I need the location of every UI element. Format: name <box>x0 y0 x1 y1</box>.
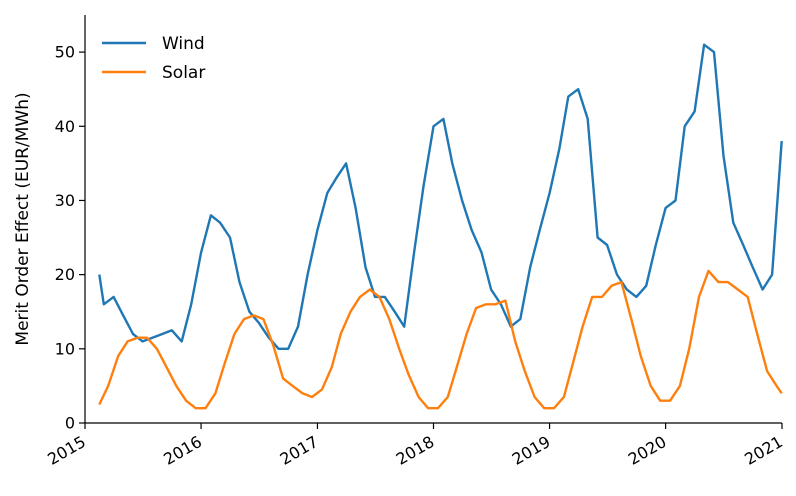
plot-series <box>98 43 783 410</box>
y-tick-label: 20 <box>55 265 75 284</box>
y-tick-label: 0 <box>65 414 75 433</box>
x-tick-label: 2018 <box>393 432 438 469</box>
legend-label-solar: Solar <box>162 63 205 83</box>
y-tick-label: 10 <box>55 339 75 358</box>
series-line-wind <box>98 43 783 350</box>
x-tick-label: 2017 <box>277 432 322 469</box>
y-tick-label: 30 <box>55 191 75 210</box>
y-tick-label: 40 <box>55 117 75 136</box>
y-axis-ticks: 0 10 20 30 40 50 <box>55 43 85 433</box>
y-tick-label: 50 <box>55 43 75 62</box>
x-tick-label: 2020 <box>625 432 670 469</box>
y-axis-title: Merit Order Effect (EUR/MWh) <box>13 92 33 345</box>
series-line-solar <box>98 269 783 410</box>
x-tick-label: 2016 <box>160 432 205 469</box>
x-axis-ticks: 2015 2016 2017 2018 2019 2020 2021 <box>44 423 786 469</box>
x-tick-label: 2019 <box>509 432 554 469</box>
x-tick-label: 2015 <box>44 432 89 469</box>
legend: Wind Solar <box>102 34 205 83</box>
x-tick-label: 2021 <box>741 432 786 469</box>
legend-label-wind: Wind <box>162 34 205 54</box>
